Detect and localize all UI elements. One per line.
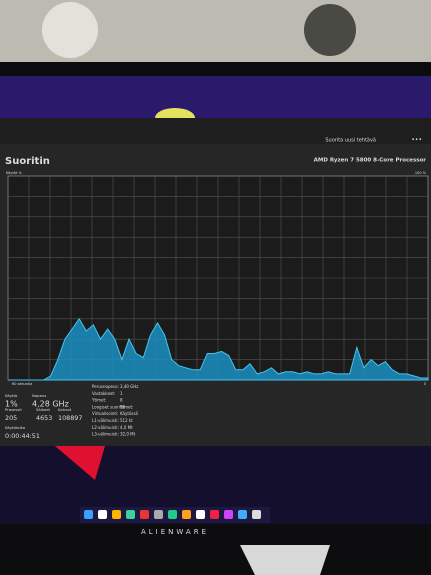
detail-label: Virtualisointi: — [92, 411, 118, 416]
monitor-base — [0, 524, 431, 575]
detail-value: 8 — [120, 398, 123, 403]
taskbar-icon — [252, 510, 261, 519]
detail-value: Käytössä — [120, 411, 139, 416]
detail-value: 32,0 Mt — [120, 432, 136, 437]
detail-label: Ytimet: — [91, 398, 106, 403]
red-glow — [55, 446, 105, 480]
detail-label: Vastakkeet: — [92, 391, 115, 396]
detail-label: L3-välimuisti: — [92, 432, 119, 437]
stat-label: Nopeus — [32, 393, 46, 398]
detail-value: 1 — [120, 391, 123, 396]
processor-name: AMD Ryzen 7 5800 8-Core Processor — [314, 158, 427, 164]
taskbar-icon — [238, 510, 247, 519]
details: Perusnopeus: 3,40 GHz Vastakkeet: 1 Ytimet: 8… — [91, 384, 139, 437]
stat-value: 0:00:44:51 — [5, 432, 40, 440]
stat-value: 4,28 GHz — [32, 400, 69, 409]
stat-label: Käyttöaika — [5, 425, 25, 430]
stat-label: Kahvat — [58, 407, 72, 412]
taskbar-icon — [98, 510, 107, 519]
stat-label: Prosessit — [5, 407, 22, 412]
detail-label: Loogiset suorittimet: — [92, 404, 133, 409]
taskbar-icon — [168, 510, 177, 519]
stats: Käyttö 1% Nopeus 4,28 GHz Prosessit 205 Säikee… — [5, 393, 82, 440]
taskbar-icon — [196, 510, 205, 519]
taskbar-icon — [126, 510, 135, 519]
taskbar-icon — [140, 510, 149, 519]
stat-value: 108897 — [58, 414, 82, 422]
detail-value: 16 — [120, 404, 126, 409]
desk-object — [240, 545, 330, 575]
detail-label: Perusnopeus: — [92, 384, 119, 389]
stat-label: Käyttö — [5, 393, 18, 398]
taskbar-icon — [224, 510, 233, 519]
detail-label: L1-välimuisti: — [92, 418, 119, 423]
brand: ALIENWARE — [141, 528, 209, 536]
run-task-button[interactable]: Suorita uusi tehtävä — [325, 138, 376, 144]
detail-label: L2-välimuisti: — [92, 425, 119, 430]
taskbar-icon — [182, 510, 191, 519]
title-bar — [0, 118, 431, 144]
stat-value: 205 — [5, 414, 17, 422]
stat-value: 1% — [5, 400, 18, 409]
flower — [304, 4, 356, 56]
detail-value: 4,0 Mt — [120, 425, 133, 430]
graph-min-label: 0 — [424, 382, 426, 386]
stat-label: Säikeet — [36, 407, 51, 412]
stat-value: 4653 — [36, 414, 52, 422]
taskbar-icon — [154, 510, 163, 519]
taskbar-icons — [84, 510, 261, 519]
graph-label: Käyttö % — [6, 171, 22, 175]
page-title: Suoritin — [5, 156, 50, 167]
graph-max-label: 100 % — [415, 171, 427, 175]
detail-value: 3,40 GHz — [120, 384, 138, 389]
flower — [42, 2, 98, 58]
taskbar-icon — [84, 510, 93, 519]
time-label: 60 sekuntia — [12, 382, 32, 386]
bezel — [0, 62, 431, 76]
cpu-usage-area — [8, 317, 429, 381]
more-button[interactable]: ••• — [411, 137, 422, 144]
taskbar-icon — [112, 510, 121, 519]
detail-value: 512 kt — [120, 418, 133, 423]
taskbar-icon — [210, 510, 219, 519]
